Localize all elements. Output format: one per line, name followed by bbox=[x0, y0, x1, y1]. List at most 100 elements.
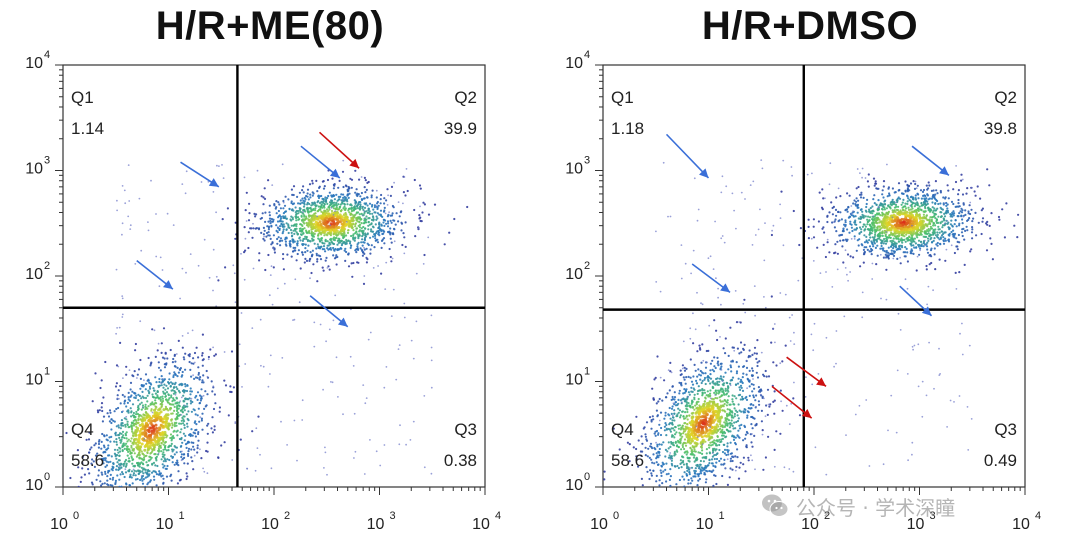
event-dot bbox=[692, 436, 696, 440]
event-dot bbox=[311, 249, 314, 252]
event-dot bbox=[918, 253, 921, 256]
event-dot bbox=[182, 356, 185, 359]
event-dot bbox=[651, 461, 654, 464]
event-dot bbox=[181, 267, 184, 270]
event-dot bbox=[712, 400, 715, 403]
event-dot bbox=[181, 416, 184, 419]
event-dot bbox=[234, 237, 237, 240]
event-dot bbox=[88, 451, 91, 454]
event-dot bbox=[863, 234, 866, 237]
event-dot bbox=[699, 374, 702, 377]
event-dot bbox=[164, 446, 167, 449]
event-dot bbox=[132, 472, 136, 475]
event-dot bbox=[317, 205, 320, 208]
event-dot bbox=[262, 203, 265, 206]
event-dot bbox=[287, 226, 290, 229]
event-dot bbox=[127, 411, 130, 414]
event-dot bbox=[362, 197, 365, 200]
event-dot bbox=[659, 411, 663, 414]
event-dot bbox=[279, 217, 283, 220]
event-dot bbox=[326, 244, 329, 247]
event-dot bbox=[734, 409, 737, 412]
event-dot bbox=[363, 176, 366, 179]
event-dot bbox=[196, 444, 199, 447]
event-dot bbox=[129, 388, 132, 391]
event-dot bbox=[353, 239, 356, 242]
event-dot bbox=[121, 185, 124, 187]
event-dot bbox=[723, 452, 726, 455]
event-dot bbox=[745, 445, 748, 448]
event-dot bbox=[383, 386, 386, 389]
event-dot bbox=[679, 459, 682, 462]
event-dot bbox=[427, 213, 431, 216]
event-dot bbox=[405, 443, 407, 446]
event-dot bbox=[934, 193, 937, 196]
event-dot bbox=[378, 234, 381, 237]
event-dot bbox=[712, 398, 715, 401]
event-dot bbox=[162, 482, 165, 485]
event-dot bbox=[127, 410, 130, 413]
event-dot bbox=[701, 441, 705, 445]
event-dot bbox=[866, 241, 869, 244]
event-dot bbox=[166, 464, 169, 468]
event-dot bbox=[277, 216, 280, 219]
event-dot bbox=[682, 459, 685, 463]
event-dot bbox=[213, 425, 216, 428]
event-dot bbox=[735, 370, 739, 373]
event-dot bbox=[321, 215, 324, 219]
event-dot bbox=[354, 225, 357, 228]
event-dot bbox=[281, 163, 284, 166]
event-dot bbox=[234, 422, 237, 425]
event-dot bbox=[165, 467, 168, 470]
event-dot bbox=[162, 451, 165, 454]
event-dot bbox=[871, 212, 874, 215]
event-dot bbox=[729, 441, 732, 444]
event-dot bbox=[134, 415, 137, 419]
event-dot bbox=[185, 170, 188, 173]
event-dot bbox=[821, 227, 824, 230]
event-dot bbox=[301, 201, 304, 204]
event-dot bbox=[303, 214, 306, 217]
event-dot bbox=[711, 368, 714, 371]
event-dot bbox=[735, 372, 738, 375]
event-dot bbox=[277, 226, 279, 228]
event-dot bbox=[390, 315, 393, 317]
event-dot bbox=[730, 370, 733, 373]
event-dot bbox=[961, 234, 964, 238]
event-dot bbox=[728, 408, 731, 411]
event-dot bbox=[685, 407, 688, 410]
event-dot bbox=[340, 244, 343, 247]
event-dot bbox=[718, 391, 721, 394]
event-dot bbox=[729, 364, 732, 367]
event-dot bbox=[395, 378, 398, 381]
event-dot bbox=[868, 245, 872, 248]
event-dot bbox=[174, 446, 177, 449]
event-dot bbox=[183, 391, 186, 394]
event-dot bbox=[684, 433, 687, 436]
event-dot bbox=[679, 414, 682, 417]
event-dot bbox=[298, 191, 301, 194]
event-dot bbox=[175, 451, 178, 454]
event-dot bbox=[167, 428, 170, 431]
event-dot bbox=[386, 188, 389, 191]
event-dot bbox=[151, 414, 155, 418]
event-dot bbox=[729, 403, 732, 406]
event-dot bbox=[94, 442, 97, 445]
event-dot bbox=[692, 424, 696, 427]
event-dot bbox=[144, 403, 147, 406]
event-dot bbox=[427, 236, 430, 239]
event-dot bbox=[740, 386, 743, 389]
event-dot bbox=[229, 385, 232, 388]
event-dot bbox=[661, 399, 664, 402]
event-dot bbox=[747, 379, 750, 383]
event-dot bbox=[348, 211, 351, 214]
event-dot bbox=[673, 436, 676, 439]
event-dot bbox=[151, 463, 154, 466]
event-dot bbox=[121, 233, 123, 236]
event-dot bbox=[336, 255, 339, 259]
event-dot bbox=[179, 400, 182, 402]
event-dot bbox=[93, 465, 96, 468]
event-dot bbox=[104, 459, 107, 462]
event-dot bbox=[267, 228, 270, 231]
event-dot bbox=[334, 208, 337, 211]
